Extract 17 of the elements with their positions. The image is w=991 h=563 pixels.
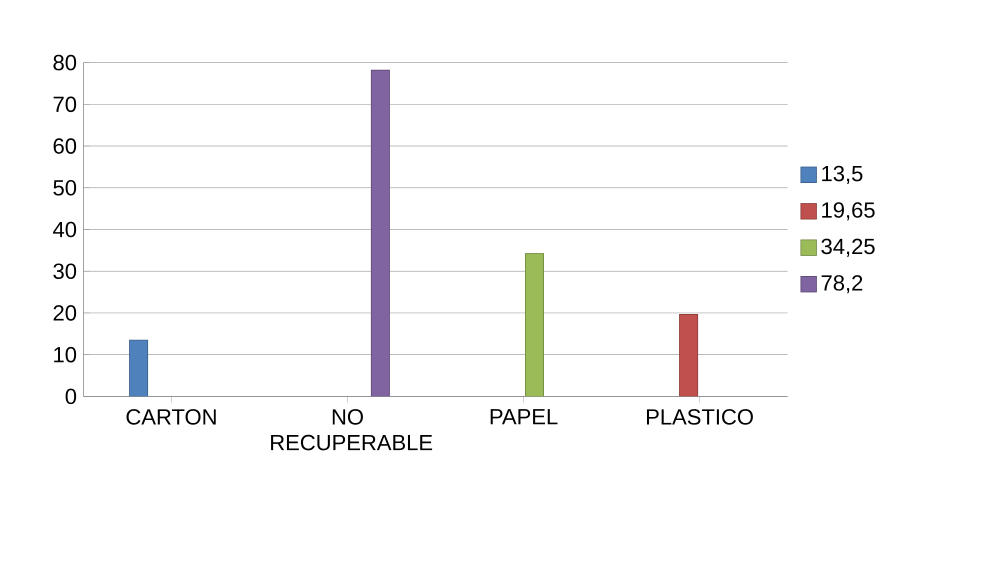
- legend-label: 13,5: [822, 166, 862, 184]
- x-tick-label: PLASTICO: [646, 408, 753, 425]
- x-tick-label: PAPEL: [490, 409, 558, 424]
- y-tick-label: 80: [53, 54, 76, 70]
- y-tick-label: 10: [54, 346, 76, 362]
- y-tick-label: 20: [54, 305, 76, 321]
- x-tick-label: NO RECUPERABLE: [271, 408, 432, 450]
- legend-label: 78,2: [822, 274, 862, 294]
- y-tick-label: 50: [53, 180, 76, 196]
- legend-label: 19,65: [822, 202, 875, 220]
- y-tick-label: 0: [66, 388, 76, 404]
- y-tick-label: 40: [53, 222, 76, 238]
- legend-label: 34,25: [821, 238, 875, 257]
- x-tick-label: CARTON: [126, 408, 216, 425]
- y-tick-label: 30: [53, 263, 76, 279]
- y-tick-label: 70: [54, 96, 76, 112]
- y-tick-label: 60: [54, 138, 76, 154]
